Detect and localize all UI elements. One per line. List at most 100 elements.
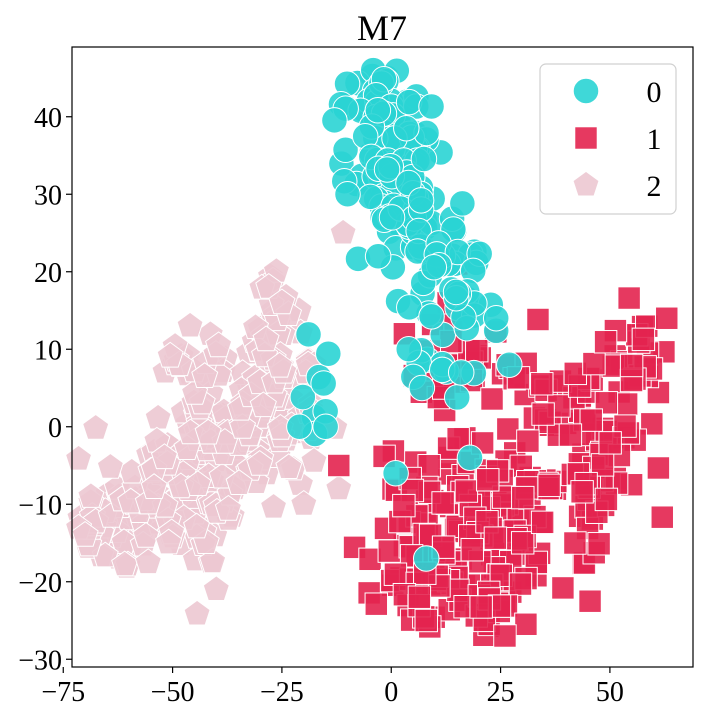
series-2-point — [176, 311, 204, 338]
series-0-point — [286, 413, 313, 441]
series-0-point — [408, 374, 436, 402]
x-tick-label: −75 — [41, 677, 85, 708]
series-0-point — [312, 413, 339, 441]
series-1-point — [483, 526, 508, 550]
series-1-point — [511, 485, 535, 510]
y-tick-label: −10 — [18, 490, 62, 521]
series-2-point — [65, 444, 93, 471]
x-tick-label: 0 — [384, 677, 398, 708]
legend-label-1: 1 — [647, 123, 662, 156]
series-1-point — [460, 538, 484, 562]
series-0-point — [378, 204, 406, 231]
series-1-point — [650, 505, 674, 529]
series-2-point — [225, 469, 253, 495]
series-2-point — [275, 453, 303, 479]
series-0-point — [310, 370, 337, 397]
series-1-point — [617, 286, 641, 310]
series-2-point — [300, 446, 328, 473]
series-0-point — [321, 107, 348, 134]
series-1-point — [594, 487, 619, 512]
series-1-point — [537, 473, 561, 498]
series-2-point — [246, 449, 274, 476]
series-0-point — [295, 321, 322, 348]
series-1-point — [587, 532, 611, 556]
series-1-point — [469, 595, 493, 619]
series-2-point — [252, 325, 280, 352]
series-0-point — [418, 93, 445, 120]
series-1-point — [454, 479, 479, 503]
series-2-point — [266, 351, 294, 378]
series-1-point — [514, 612, 538, 636]
series-1-point — [593, 330, 618, 354]
series-1-point — [570, 480, 594, 504]
x-tick-label: −50 — [151, 677, 195, 708]
series-1-point — [414, 608, 438, 633]
series-0-point — [443, 384, 471, 411]
series-1-point — [516, 429, 540, 453]
series-1-point — [579, 408, 603, 432]
plot-frame — [71, 46, 694, 668]
series-1-point — [493, 624, 517, 648]
series-1-point — [563, 531, 587, 555]
series-1-point — [578, 589, 602, 613]
legend-label-0: 0 — [647, 76, 662, 109]
series-1-point — [530, 510, 555, 535]
series-2-point — [71, 520, 99, 547]
series-0-point — [334, 180, 361, 208]
series-0-point — [395, 335, 422, 363]
series-2-point — [82, 413, 110, 440]
axes: −75 −50 −25 0 25 50 −30 −20 −10 0 10 20 30 40 — [18, 103, 624, 708]
series-0-point — [412, 545, 440, 572]
y-tick-label: 30 — [34, 180, 62, 211]
x-tick-label: −25 — [260, 677, 304, 708]
series-2-point — [77, 482, 105, 508]
series-2-point — [214, 494, 242, 521]
series-1-point — [531, 402, 555, 426]
legend: 0 1 2 — [539, 63, 677, 215]
series-1-point — [327, 453, 351, 478]
series-1-point — [508, 572, 533, 596]
series-0-point — [396, 294, 423, 321]
series-0-point — [407, 187, 435, 214]
series-1-point — [431, 491, 455, 515]
series-2-point — [202, 575, 230, 601]
series-2-point — [199, 547, 227, 574]
y-tick-label: −20 — [18, 568, 62, 599]
series-2-point — [329, 218, 357, 245]
series-2-point — [155, 528, 183, 555]
series-2-point — [183, 512, 211, 539]
y-tick-label: 0 — [48, 413, 62, 444]
series-0-point — [357, 183, 384, 211]
series-1-point — [530, 372, 554, 396]
series-2-point — [140, 473, 168, 499]
series-1-point — [392, 493, 416, 518]
series-0-point — [496, 351, 523, 379]
series-0-point — [442, 278, 470, 306]
series-1-point — [631, 327, 656, 352]
series-2-point — [191, 362, 219, 388]
legend-label-2: 2 — [647, 170, 662, 203]
series-1-point — [383, 562, 408, 586]
series-1-point — [496, 417, 520, 441]
series-1-point — [364, 592, 389, 616]
y-tick-label: 10 — [34, 335, 62, 366]
x-tick-label: 25 — [487, 677, 515, 708]
series-1-point — [510, 531, 535, 555]
series-0-point — [420, 254, 448, 281]
series-0-point — [289, 383, 317, 411]
series-1-point — [619, 353, 644, 378]
data-points — [65, 56, 679, 648]
series-2-point — [325, 474, 353, 501]
legend-marker-2 — [572, 170, 600, 197]
series-2-point — [249, 391, 277, 418]
series-2-point — [134, 548, 162, 575]
series-1-point — [476, 468, 500, 492]
legend-box — [539, 63, 677, 215]
series-0-point — [418, 303, 445, 330]
series-1-point — [465, 338, 489, 363]
series-0-point — [332, 136, 359, 164]
y-tick-label: −30 — [18, 645, 62, 676]
series-2-point — [156, 341, 184, 368]
series-1-point — [646, 456, 671, 480]
